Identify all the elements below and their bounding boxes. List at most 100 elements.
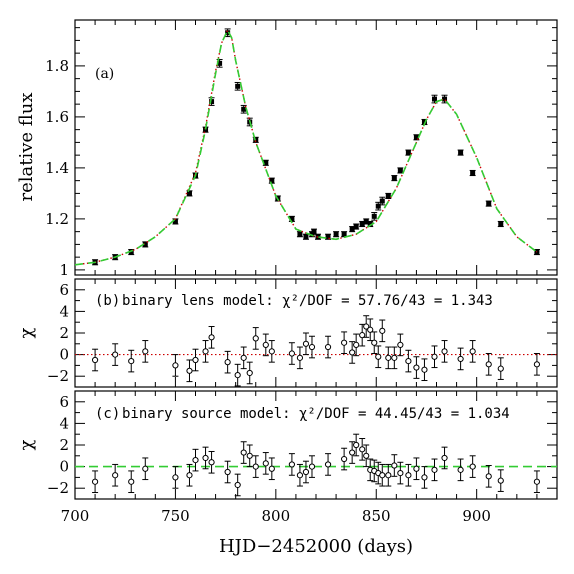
panel-b-residual-point: [349, 349, 356, 356]
panel-c-residual-point: [457, 466, 464, 473]
panel-c-residual-point: [234, 481, 241, 489]
panel-b-residual-point: [224, 359, 231, 366]
panel-a-data-point: [333, 231, 339, 237]
panel-c-residual-point: [128, 478, 135, 485]
panel-c-residual-point: [268, 465, 275, 472]
x-tick-label: 800: [262, 507, 291, 525]
panel-c-residual-point: [485, 473, 492, 480]
panel-b-ytick-label: 4: [59, 302, 69, 320]
panel-c-residual-point: [363, 452, 370, 459]
panel-b-residual-point: [268, 348, 275, 355]
panel-a-data-point: [379, 198, 385, 204]
panel-a-data-point: [385, 193, 391, 199]
panel-a-data-point: [235, 83, 241, 89]
panel-b-residual-point: [91, 356, 99, 364]
panel-b-residual-point: [172, 362, 179, 369]
panel-a-data-point: [397, 167, 403, 173]
panel-a-data-point: [375, 203, 381, 209]
panel-c-residual-point: [112, 472, 119, 479]
panel-b-residual-point: [234, 372, 241, 379]
panel-b-ytick-label: 0: [59, 346, 69, 364]
panel-a-data-point: [209, 99, 215, 105]
panel-b-residual-point: [367, 326, 374, 333]
panel-c-residual-point: [288, 461, 295, 468]
panel-a-data-point: [325, 234, 331, 240]
chart-marks: 1 1.2 1.4 1.6 1.8 −2 0 2 4 6 700 750 800 850 900 −2 0 2 4 6: [45, 20, 558, 525]
panel-c-residual-point: [262, 460, 269, 467]
panel-a-data-point: [217, 60, 223, 66]
panel-a-data-point: [391, 175, 397, 181]
panel-b-residual-point: [186, 367, 193, 374]
panel-c-ytick-label: 6: [59, 393, 69, 411]
panel-c-residual-point: [186, 472, 193, 479]
panel-a-ytick-label: 1.6: [45, 108, 69, 126]
panel-a-ytick-label: 1.4: [45, 159, 69, 177]
panel-c-residual-point: [385, 472, 392, 479]
panel-b-residual-point: [397, 341, 404, 348]
panel-a-data-point: [341, 231, 347, 237]
panel-b-residual-point: [421, 366, 428, 373]
panel-b-residual-point: [405, 357, 412, 365]
panel-c-residual-point: [202, 454, 209, 462]
panel-b-residual-point: [497, 365, 504, 372]
panel-a-data-point: [269, 178, 275, 184]
panel-c-residual-point: [431, 466, 438, 473]
panel-b-residual-point: [363, 323, 370, 330]
panel-c-label: (c): [95, 406, 120, 422]
panel-b-residual-point: [469, 348, 476, 355]
panel-a-binary-source-model-line: [74, 28, 538, 266]
panel-c-residual-point: [379, 472, 386, 479]
panel-a-data-point: [359, 221, 365, 227]
panel-a-data-point: [405, 150, 411, 156]
panel-c-annotation: binary source model: χ²/DOF = 44.45/43 =…: [122, 406, 510, 422]
panel-a-data-point: [413, 134, 419, 140]
panel-b-residual-point: [385, 354, 392, 361]
panel-b-residual-point: [375, 353, 382, 360]
panel-c-ytick-label: 0: [59, 458, 69, 476]
panel-b-residual-point: [353, 341, 360, 348]
panel-c-residual-point: [441, 454, 448, 462]
panel-a-data-point: [534, 249, 540, 255]
panel-c-residual-point: [413, 465, 420, 472]
x-tick-label: 900: [462, 507, 491, 525]
panel-b-residual-point: [431, 353, 438, 360]
panel-b-residual-point: [485, 361, 492, 368]
panel-b-residual-point: [296, 354, 304, 361]
panel-a-data-point: [263, 160, 269, 166]
panel-c-ytick-label: 2: [59, 436, 69, 454]
panel-c-residual-point: [192, 457, 199, 464]
panel-a-data-point: [128, 249, 134, 255]
panel-a-ytick-label: 1.8: [45, 57, 69, 75]
panel-c-residual-point: [349, 449, 356, 456]
panel-c-residual-point: [224, 468, 231, 476]
panel-a-data-point: [371, 213, 377, 219]
panel-b-residual-point: [128, 357, 135, 365]
panel-a-data-point: [353, 224, 359, 230]
panel-a-binary-lens-model-line: [74, 28, 538, 266]
x-axis-title: HJD−2452000 (days): [219, 536, 413, 557]
panel-b-ylabel: χ: [16, 327, 37, 338]
panel-b-residual-point: [391, 354, 398, 361]
panel-b-residual-point: [192, 356, 199, 364]
panel-b-residual-point: [341, 339, 348, 346]
panel-a-data-point: [311, 229, 317, 235]
x-tick-label: 700: [61, 507, 90, 525]
panel-b-residual-point: [240, 354, 247, 361]
x-tick-label: 750: [161, 507, 190, 525]
panel-b-residual-point: [288, 350, 295, 357]
panel-b-residual-point: [308, 343, 316, 351]
panel-b-residual-point: [246, 369, 253, 377]
panel-b-residual-point: [413, 364, 420, 371]
panel-b-residual-point: [441, 348, 448, 355]
panel-a-data-point: [431, 96, 437, 102]
panel-c-residual-point: [497, 477, 504, 484]
panel-b-residual-point: [457, 355, 464, 363]
panel-a-data-point: [458, 150, 464, 156]
panel-c-residual-point: [397, 469, 404, 477]
panel-b-residual-point: [252, 335, 259, 342]
panel-a-data-point: [289, 216, 295, 222]
panel-a-data-point: [470, 170, 476, 176]
panel-a-data-point: [349, 226, 355, 232]
panel-b-label: (b): [95, 293, 120, 309]
